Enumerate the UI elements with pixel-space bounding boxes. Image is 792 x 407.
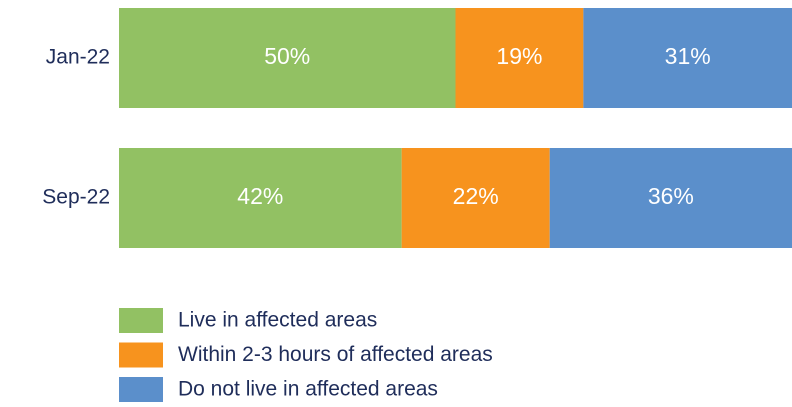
category-label: Jan-22 — [46, 46, 110, 69]
category-label: Sep-22 — [42, 186, 110, 209]
value-label: 31% — [665, 43, 711, 69]
value-label: 50% — [264, 43, 310, 69]
legend-swatch — [119, 342, 163, 368]
bar-segment — [583, 8, 792, 108]
bar-segment — [119, 148, 402, 248]
value-label: 19% — [496, 43, 542, 69]
legend-label: Within 2-3 hours of affected areas — [178, 343, 493, 366]
legend-label: Live in affected areas — [178, 309, 377, 332]
value-label: 42% — [237, 183, 283, 209]
legend-label: Do not live in affected areas — [178, 378, 438, 401]
bar-segment — [119, 8, 456, 108]
bar-segment — [549, 148, 792, 248]
bar-segment — [401, 148, 550, 248]
legend-swatch — [119, 377, 163, 402]
legend-swatch — [119, 308, 163, 333]
value-label: 36% — [648, 183, 694, 209]
value-label: 22% — [453, 183, 499, 209]
bar-segment — [455, 8, 584, 108]
